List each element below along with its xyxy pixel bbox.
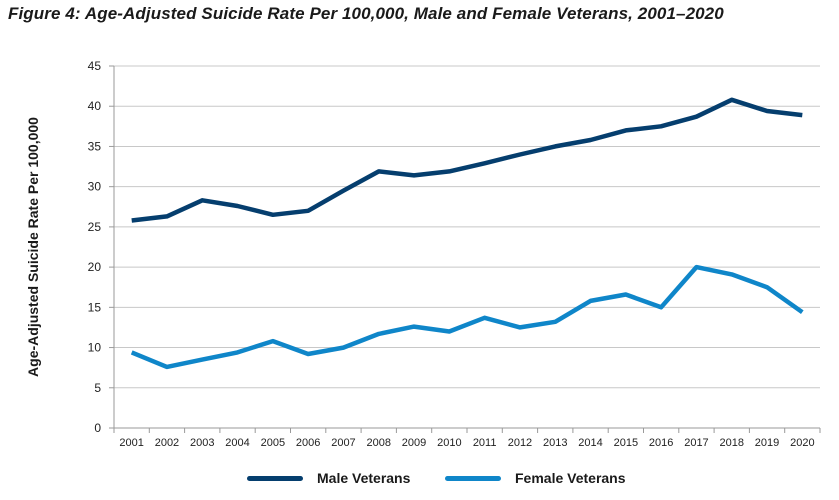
x-tick-label: 2004 (225, 437, 249, 449)
legend-swatch-male (247, 475, 303, 481)
series-lines (130, 97, 804, 370)
x-tick-label: 2010 (437, 437, 461, 449)
legend: Male Veterans Female Veterans (0, 470, 839, 490)
y-tick-label: 30 (88, 180, 102, 194)
legend-item-male: Male Veterans (247, 470, 410, 486)
x-tick-label: 2019 (755, 437, 779, 449)
x-tick-label: 2009 (402, 437, 426, 449)
legend-swatch-female (445, 475, 501, 481)
x-tick-labels: 2001 2002 2003 2004 2005 2006 2007 2008 2009 2010… (119, 437, 814, 449)
x-tick-label: 2018 (720, 437, 744, 449)
legend-label-male: Male Veterans (317, 470, 411, 486)
x-tick-label: 2006 (296, 437, 320, 449)
series-line-male-veterans (131, 97, 803, 223)
x-tick-label: 2007 (331, 437, 355, 449)
axes (109, 65, 821, 433)
x-tick-label: 2008 (367, 437, 391, 449)
y-tick-label: 45 (88, 59, 102, 73)
y-tick-label: 10 (88, 341, 102, 355)
x-tick-label: 2011 (473, 437, 497, 449)
y-tick-label: 5 (94, 381, 101, 395)
y-tick-label: 0 (94, 421, 101, 435)
x-tick-label: 2001 (119, 437, 143, 449)
y-tick-label: 40 (88, 99, 102, 113)
x-tick-label: 2020 (790, 437, 814, 449)
x-tick-label: 2016 (649, 437, 673, 449)
legend-item-female: Female Veterans (445, 470, 626, 486)
x-tick-label: 2003 (190, 437, 214, 449)
y-tick-label: 35 (88, 139, 102, 153)
y-tick-labels: 0 5 10 15 20 25 30 35 40 45 (88, 59, 102, 435)
gridlines (114, 65, 820, 389)
legend-label-female: Female Veterans (515, 470, 626, 486)
series-line-female-veterans (130, 264, 804, 370)
y-tick-label: 20 (88, 260, 102, 274)
x-tick-label: 2015 (614, 437, 638, 449)
x-tick-label: 2013 (543, 437, 567, 449)
x-tick-label: 2012 (508, 437, 532, 449)
x-tick-label: 2017 (684, 437, 708, 449)
x-tick-label: 2014 (578, 437, 602, 449)
y-tick-label: 15 (88, 300, 102, 314)
figure-title: Figure 4: Age-Adjusted Suicide Rate Per … (8, 4, 724, 23)
x-tick-label: 2002 (155, 437, 179, 449)
x-tick-label: 2005 (261, 437, 285, 449)
y-tick-label: 25 (88, 220, 102, 234)
